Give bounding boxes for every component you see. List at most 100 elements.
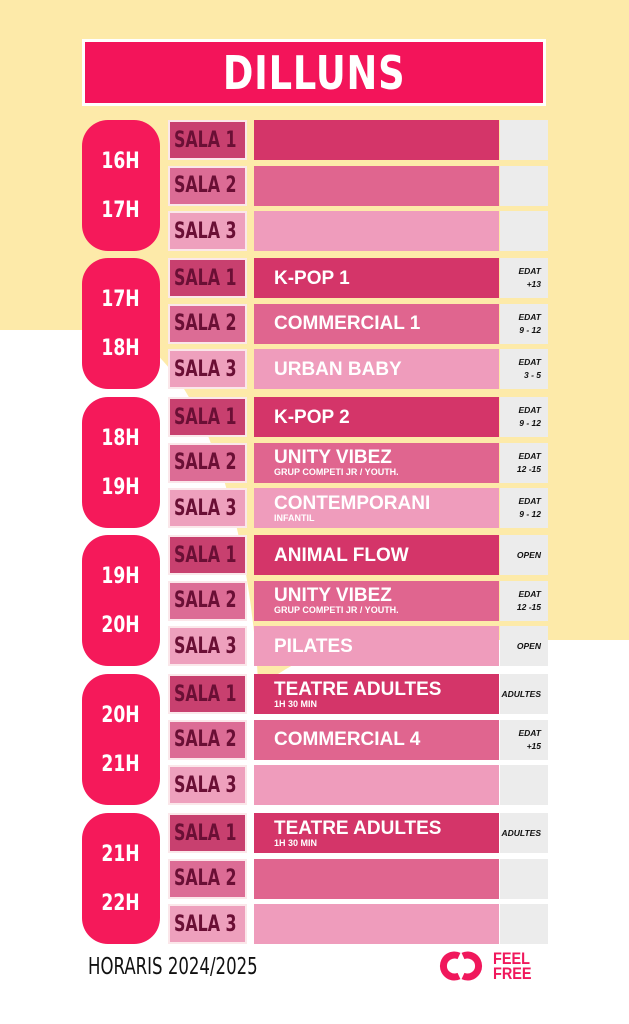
age-label: EDAT: [518, 496, 541, 506]
class-name: K-POP 1: [274, 267, 350, 289]
age-range: 12 -15: [516, 601, 541, 612]
schedule-row: SALA 1: [168, 120, 548, 160]
class-name: URBAN BABY: [274, 358, 402, 380]
day-header: DILLUNS: [82, 39, 546, 106]
room-cell: SALA 3: [168, 488, 247, 528]
age-range: 3 - 5: [523, 370, 541, 380]
age-cell: ADULTES: [500, 813, 548, 853]
schedule-row: SALA 1 K-POP 2 EDAT 9 - 12: [168, 397, 548, 437]
room-label: SALA 2: [174, 173, 237, 198]
age-cell: OPEN: [500, 535, 548, 575]
room-cell: SALA 2: [168, 719, 247, 760]
room-label: SALA 3: [174, 218, 237, 244]
room-cell: SALA 3: [168, 626, 247, 666]
room-cell: SALA 2: [168, 165, 247, 206]
room-label: SALA 2: [174, 311, 237, 336]
logo-text: FREE: [493, 964, 532, 983]
room-cell: SALA 3: [168, 349, 247, 389]
time-label: 17H: [101, 197, 141, 223]
class-cell: PILATES: [254, 626, 499, 666]
time-block: 18H 19H SALA 1 K-POP 2 EDAT 9 - 12 SALA 2 …: [82, 397, 548, 528]
time-label: 18H: [101, 335, 141, 361]
schedule-row: SALA 1 K-POP 1 EDAT +13: [168, 258, 548, 298]
time-range: 16H 17H: [82, 120, 160, 251]
time-range: 17H 18H: [82, 258, 160, 389]
time-label: 19H: [101, 563, 141, 589]
room-label: SALA 1: [174, 820, 237, 846]
time-block: 16H 17H SALA 1 SALA 2 SALA 3: [82, 120, 548, 251]
room-label: SALA 2: [174, 727, 237, 752]
age-label: OPEN: [516, 640, 541, 651]
class-cell: UNITY VIBEZ GRUP COMPETI JR / YOUTH.: [254, 442, 499, 483]
class-cell: K-POP 2: [254, 397, 499, 437]
age-cell: [500, 904, 548, 944]
season-label: HORARIS 2024/2025: [88, 954, 258, 980]
class-cell: [254, 211, 499, 251]
schedule-row: SALA 2: [168, 858, 548, 899]
age-cell: EDAT +15: [500, 719, 548, 760]
time-label: 22H: [101, 890, 141, 916]
class-name: TEATRE ADULTES: [274, 817, 442, 839]
time-block: 21H 22H SALA 1 TEATRE ADULTES 1H 30 MIN AD…: [82, 813, 548, 944]
room-cell: SALA 1: [168, 813, 247, 853]
age-range: 12 -15: [516, 463, 541, 474]
age-range: 9 - 12: [519, 324, 541, 335]
room-label: SALA 1: [174, 404, 237, 430]
age-range: +13: [526, 279, 541, 289]
room-cell: SALA 1: [168, 535, 247, 575]
age-cell: [500, 211, 548, 251]
age-label: ADULTES: [501, 827, 541, 838]
age-label: OPEN: [516, 549, 541, 560]
schedule-row: SALA 3: [168, 765, 548, 805]
age-cell: EDAT 9 - 12: [500, 397, 548, 437]
room-cell: SALA 2: [168, 303, 247, 344]
class-cell: UNITY VIBEZ GRUP COMPETI JR / YOUTH.: [254, 580, 499, 621]
class-cell: TEATRE ADULTES 1H 30 MIN: [254, 674, 499, 714]
age-cell: [500, 165, 548, 206]
time-range: 18H 19H: [82, 397, 160, 528]
time-label: 21H: [101, 841, 141, 867]
class-name: COMMERCIAL 1: [274, 313, 421, 334]
age-cell: OPEN: [500, 626, 548, 666]
schedule-row: SALA 3: [168, 904, 548, 944]
class-cell: CONTEMPORANI INFANTIL: [254, 488, 499, 528]
time-label: 21H: [101, 751, 141, 777]
age-cell: [500, 858, 548, 899]
schedule-row: SALA 2 UNITY VIBEZ GRUP COMPETI JR / YOUT…: [168, 580, 548, 621]
age-cell: [500, 765, 548, 805]
class-cell: ANIMAL FLOW: [254, 535, 499, 575]
age-label: EDAT: [518, 266, 541, 276]
age-label: EDAT: [518, 357, 541, 367]
age-range: 9 - 12: [519, 418, 541, 428]
class-name: CONTEMPORANI: [274, 492, 431, 514]
age-label: EDAT: [518, 727, 541, 738]
age-label: ADULTES: [501, 688, 541, 699]
time-range: 19H 20H: [82, 535, 160, 666]
class-name: K-POP 2: [274, 406, 350, 428]
logo-link-icon: [439, 951, 483, 981]
class-cell: [254, 120, 499, 160]
time-label: 20H: [101, 702, 141, 728]
room-cell: SALA 3: [168, 765, 247, 805]
room-cell: SALA 1: [168, 258, 247, 298]
class-name: COMMERCIAL 4: [274, 729, 421, 750]
room-label: SALA 3: [174, 911, 237, 937]
class-cell: COMMERCIAL 4: [254, 719, 499, 760]
time-label: 18H: [101, 425, 141, 451]
schedule-row: SALA 2 COMMERCIAL 4 EDAT +15: [168, 719, 548, 760]
age-range: +15: [526, 740, 541, 751]
class-cell: TEATRE ADULTES 1H 30 MIN: [254, 813, 499, 853]
age-cell: EDAT +13: [500, 258, 548, 298]
age-cell: EDAT 3 - 5: [500, 349, 548, 389]
class-name: UNITY VIBEZ: [274, 447, 392, 468]
time-block: 17H 18H SALA 1 K-POP 1 EDAT +13 SALA 2 COM…: [82, 258, 548, 389]
schedule-row: SALA 2 UNITY VIBEZ GRUP COMPETI JR / YOUT…: [168, 442, 548, 483]
room-cell: SALA 1: [168, 674, 247, 714]
class-cell: [254, 904, 499, 944]
age-cell: EDAT 12 -15: [500, 580, 548, 621]
class-cell: URBAN BABY: [254, 349, 499, 389]
room-label: SALA 3: [174, 356, 237, 382]
schedule-row: SALA 1 TEATRE ADULTES 1H 30 MIN ADULTES: [168, 813, 548, 853]
room-label: SALA 3: [174, 633, 237, 659]
class-subtitle: 1H 30 MIN: [274, 837, 318, 848]
